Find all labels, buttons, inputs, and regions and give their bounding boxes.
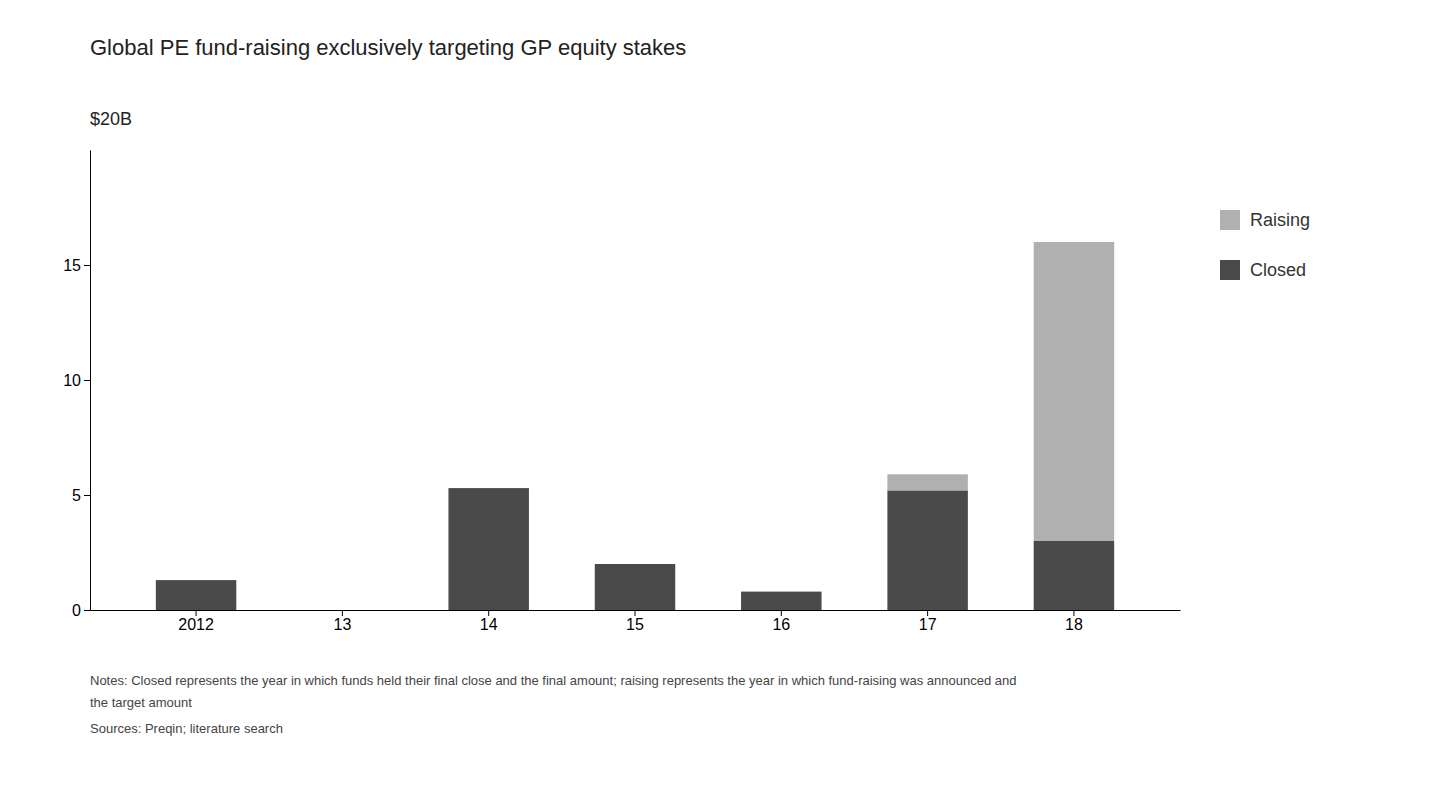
bar	[887, 490, 967, 610]
tick: 2012	[178, 610, 214, 633]
tick: 10	[63, 372, 90, 389]
tick-label: 16	[772, 616, 790, 633]
bar	[302, 610, 382, 611]
tick: 18	[1065, 610, 1083, 633]
tick: 13	[333, 610, 351, 633]
bar	[887, 474, 967, 490]
plot-area	[156, 242, 1114, 610]
bar	[741, 591, 821, 592]
tick-mark	[635, 610, 636, 616]
note: the target amount	[90, 695, 192, 710]
tick: 5	[72, 487, 90, 504]
legend-item: Closed	[1220, 260, 1306, 280]
tick-mark	[781, 610, 782, 616]
tick: 16	[772, 610, 790, 633]
bar	[1034, 242, 1114, 541]
tick-mark	[1073, 610, 1074, 616]
tick-mark	[84, 380, 90, 381]
tick-mark	[927, 610, 928, 616]
tick-mark	[196, 610, 197, 616]
tick-label: 10	[63, 372, 81, 389]
title: Global PE fund-raising exclusively targe…	[90, 35, 686, 60]
bar	[156, 580, 236, 610]
chart: 0 5 10 15 2012 13 14 15 16 17 18 Global PE fund-rai…	[0, 0, 1440, 810]
tick: 17	[919, 610, 937, 633]
tick-label: 5	[72, 487, 81, 504]
tick-mark	[84, 265, 90, 266]
x-axis: 2012 13 14 15 16 17 18	[91, 610, 1181, 633]
tick-label: 14	[480, 616, 498, 633]
tick: 15	[63, 257, 90, 274]
tick-mark	[342, 610, 343, 616]
tick: 0	[72, 602, 90, 619]
tick-label: 15	[63, 257, 81, 274]
tick-label: 0	[72, 602, 81, 619]
axis-line	[90, 151, 91, 611]
bar	[595, 564, 675, 610]
bar	[302, 610, 382, 611]
tick: 14	[480, 610, 498, 633]
source: Sources: Preqin; literature search	[90, 721, 283, 736]
tick: 15	[626, 610, 644, 633]
bar	[448, 488, 528, 489]
legend-swatch	[1220, 260, 1240, 280]
bar	[156, 580, 236, 581]
tick-label: 18	[1065, 616, 1083, 633]
tick-label: 17	[919, 616, 937, 633]
tick-label: 2012	[178, 616, 214, 633]
tick-mark	[488, 610, 489, 616]
legend-label: Closed	[1250, 260, 1306, 280]
bar	[595, 564, 675, 565]
tick-mark	[84, 495, 90, 496]
tick-label: 13	[333, 616, 351, 633]
bar-series	[156, 488, 1114, 610]
legend: Raising Closed	[1220, 210, 1310, 280]
tick-mark	[84, 610, 90, 611]
legend-item: Raising	[1220, 210, 1310, 230]
note: Notes: Closed represents the year in whi…	[90, 673, 1016, 688]
legend-swatch	[1220, 210, 1240, 230]
y-label: $20B	[90, 109, 132, 129]
bar	[741, 592, 821, 610]
y-axis: 0 5 10 15	[63, 151, 90, 619]
bar	[448, 488, 528, 610]
bar	[1034, 541, 1114, 610]
bar-series	[887, 242, 1114, 541]
legend-label: Raising	[1250, 210, 1310, 230]
tick-label: 15	[626, 616, 644, 633]
